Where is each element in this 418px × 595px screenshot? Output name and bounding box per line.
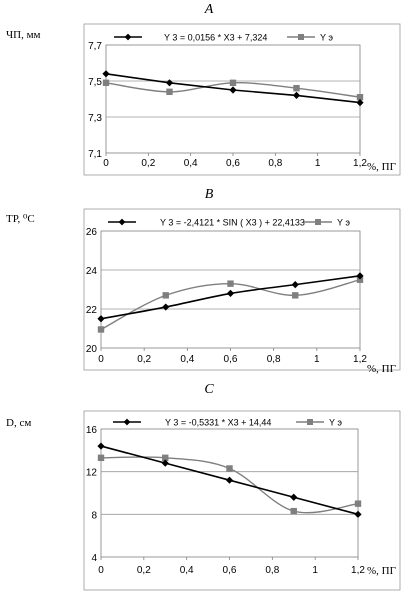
y-tick-label: 8 (91, 510, 97, 521)
legend-marker (124, 33, 132, 41)
x-tick-label: 0,2 (137, 565, 151, 576)
data-point (292, 91, 301, 99)
legend-marker (123, 418, 131, 426)
chart-title: C (204, 382, 214, 397)
data-point (290, 493, 298, 501)
data-point (354, 510, 362, 518)
x-tick-label: 0 (98, 354, 104, 365)
chart-panel-3: C D, см 4 8 12 16 0 0,2 0,4 0,6 0,8 1 1,2%, ПГ Y 3 = … (6, 382, 401, 591)
data-point (356, 272, 364, 280)
y-tick-label: 7,3 (88, 113, 102, 124)
data-point (97, 442, 105, 450)
data-point (356, 94, 364, 101)
data-point (356, 99, 364, 107)
chart-title: B (205, 187, 214, 202)
data-point (162, 303, 170, 311)
x-tick-label: 0 (98, 565, 104, 576)
y-axis-label: D, см (6, 417, 31, 429)
x-tick-label: 0,2 (141, 158, 155, 169)
data-point (161, 459, 169, 467)
y-tick-label: 16 (86, 425, 98, 436)
data-point (165, 79, 174, 87)
y-tick-label: 24 (86, 266, 98, 277)
x-tick-label: 0,6 (223, 565, 237, 576)
x-tick-label: 0,4 (180, 354, 194, 365)
data-point (291, 281, 299, 289)
data-point (97, 454, 105, 461)
x-axis-label: %, ПГ (367, 363, 396, 375)
x-tick-label: 0,6 (224, 354, 238, 365)
x-tick-label: 0,6 (226, 158, 240, 169)
x-tick-label: 1,2 (351, 565, 365, 576)
legend-marker (298, 34, 304, 40)
y-tick-label: 12 (86, 468, 98, 479)
y-tick-label: 7,5 (88, 77, 102, 88)
data-point (227, 280, 234, 287)
x-tick-label: 0,8 (267, 354, 281, 365)
data-point (162, 454, 169, 461)
chart-frame (83, 23, 401, 176)
legend-marker (307, 419, 313, 425)
plot-area (100, 428, 359, 558)
data-point (102, 70, 110, 78)
x-tick-label: 1 (312, 565, 318, 576)
y-tick-label: 4 (91, 553, 97, 564)
x-tick-label: 1 (315, 158, 321, 169)
data-point (293, 85, 300, 92)
x-tick-label: 1 (314, 354, 320, 365)
x-tick-label: 0,2 (137, 354, 151, 365)
data-point (97, 315, 105, 323)
data-point (354, 500, 362, 507)
y-tick-label: 22 (86, 305, 98, 316)
y-axis-label: ЧП, мм (6, 29, 41, 41)
series-line (100, 279, 361, 331)
legend-marker (118, 218, 126, 226)
x-tick-label: 0,8 (268, 158, 282, 169)
legend-label: Y э (320, 33, 333, 43)
legend-label: Y э (329, 418, 342, 428)
data-point (226, 289, 235, 297)
legend-label: Y 3 = -2,4121 * SIN ( X3 ) + 22,4133 (160, 218, 305, 228)
x-tick-label: 0,4 (180, 565, 194, 576)
data-point (225, 476, 234, 484)
data-point (229, 86, 237, 94)
y-tick-label: 20 (86, 344, 98, 355)
x-tick-label: 0 (103, 158, 109, 169)
chart-title: A (204, 2, 214, 17)
y-tick-label: 7,7 (88, 41, 102, 52)
data-point (166, 88, 173, 95)
data-point (102, 79, 110, 86)
data-point (292, 292, 299, 299)
chart-panel-1: A ЧП, мм 7,1 7,3 7,5 7,7 0 0,2 0,4 0,6 0,8 1 1,2%, П… (6, 2, 401, 176)
y-tick-label: 7,1 (88, 149, 102, 160)
legend-label: Y 3 = 0,0156 * X3 + 7,324 (164, 33, 267, 43)
chart-panel-2: B ТР, ⁰С 20 22 24 26 0 0,2 0,4 0,6 0,8 1 1,2%, ПГ Y 3… (6, 187, 401, 375)
plot-area (100, 230, 361, 349)
x-tick-label: 0,8 (265, 565, 279, 576)
x-axis-label: %, ПГ (367, 161, 396, 173)
data-point (162, 292, 169, 299)
y-axis-label: ТР, ⁰С (6, 213, 35, 225)
legend-label: Y 3 = -0,5331 * X3 + 14,44 (165, 418, 271, 428)
x-tick-label: 1,2 (353, 354, 367, 365)
data-point (226, 465, 233, 472)
legend-marker (315, 219, 321, 225)
chart-frame (83, 410, 401, 591)
legend-label: Y э (337, 218, 350, 228)
chart-frame (83, 208, 401, 371)
data-point (229, 79, 237, 86)
x-axis-label: %, ПГ (367, 565, 396, 577)
y-tick-label: 26 (86, 227, 98, 238)
data-point (97, 326, 105, 333)
x-tick-label: 1,2 (353, 158, 367, 169)
data-point (356, 276, 364, 283)
x-tick-label: 0,4 (184, 158, 198, 169)
data-point (290, 507, 297, 515)
